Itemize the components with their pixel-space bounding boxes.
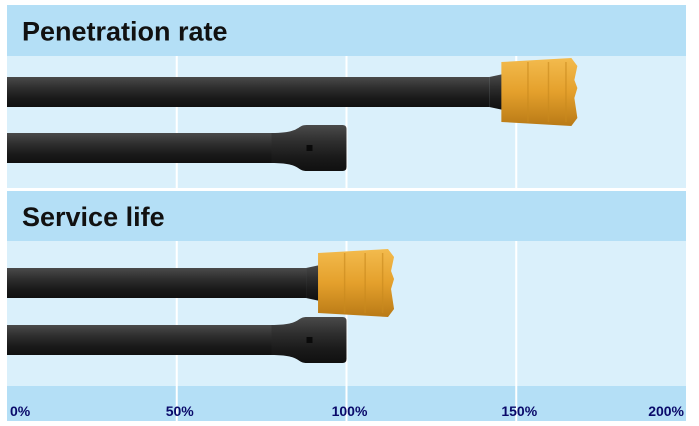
- x-tick-label: 50%: [166, 403, 195, 419]
- x-tick-label: 100%: [332, 403, 368, 419]
- bar-shank-hole: [306, 337, 313, 343]
- bar-rod-taper: [489, 74, 504, 110]
- bar-rod: [7, 325, 272, 355]
- bar-rod-taper: [306, 265, 321, 301]
- bar-bit: [318, 249, 395, 317]
- bar-rod: [7, 133, 272, 163]
- bar-rod: [7, 268, 307, 298]
- bar-bit: [501, 58, 578, 126]
- panel-title: Service life: [22, 202, 165, 232]
- x-tick-label: 150%: [501, 403, 537, 419]
- bar-shank-hole: [306, 145, 313, 151]
- bar-rod: [7, 77, 490, 107]
- x-tick-label: 200%: [648, 403, 684, 419]
- panel-header: [7, 191, 686, 241]
- x-tick-label: 0%: [10, 403, 31, 419]
- panel-header: [7, 5, 686, 56]
- panel-title: Penetration rate: [22, 17, 228, 47]
